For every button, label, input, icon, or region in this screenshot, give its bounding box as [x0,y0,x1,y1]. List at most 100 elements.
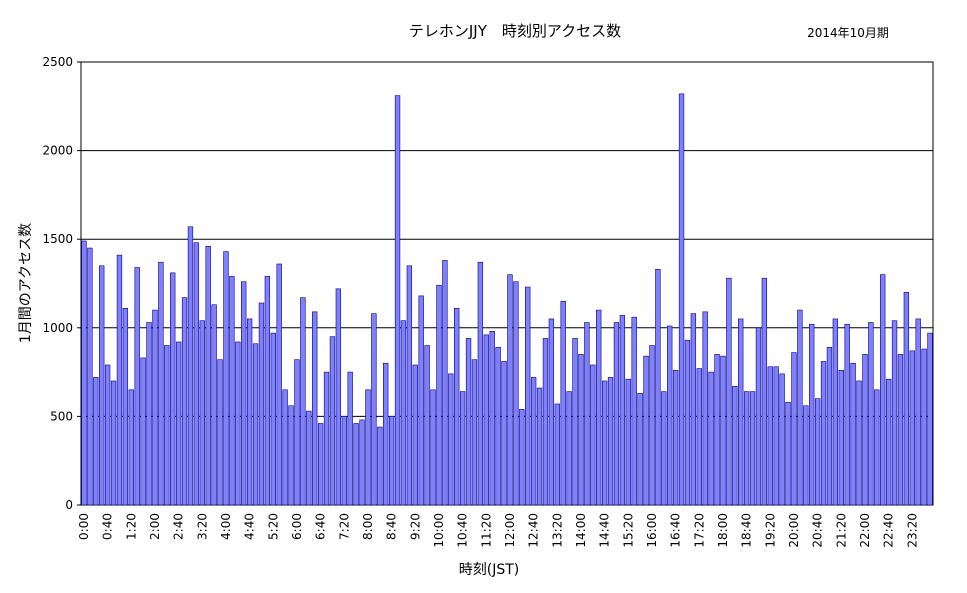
x-tick-label: 6:00 [290,513,304,540]
bar [885,378,892,506]
bar [394,95,401,506]
bar [448,373,454,506]
bar [560,300,566,506]
bar [495,346,501,506]
bar [856,380,862,506]
bar [140,357,146,506]
x-tick-label: 2:40 [172,513,186,540]
bar [678,93,685,506]
x-tick-label: 12:00 [503,513,517,548]
y-tick-label: 0 [65,498,73,512]
bar [536,387,543,506]
bar [122,308,129,506]
bar [554,403,560,506]
x-tick-label: 0:00 [77,513,91,540]
bar [146,322,152,506]
x-tick-label: 19:20 [763,513,777,548]
bar [288,405,294,506]
bar [471,359,478,506]
bar [826,346,833,506]
bar [312,311,318,506]
x-tick-label: 4:00 [219,513,233,540]
bar [891,320,898,506]
bar [513,281,519,506]
bar [424,345,430,506]
bar [87,247,93,506]
bar [749,391,756,506]
x-tick-label: 17:20 [692,513,706,548]
bar [152,309,158,506]
bar [578,354,584,506]
y-tick-label: 1500 [42,232,73,246]
bar [868,322,874,506]
bar [720,355,726,506]
bar [116,254,123,506]
x-tick-label: 11:20 [479,513,493,548]
x-tick-labels: 0:00 0:40 1:20 2:00 2:40 3:20 4:00 4:40 5:20 6:00… [77,513,919,548]
x-tick-label: 7:20 [337,513,351,540]
bar [773,366,779,506]
bar [661,391,667,506]
x-tick-label: 9:20 [408,513,422,540]
bar [714,354,720,506]
bar [519,409,525,506]
bar [838,370,844,506]
x-tick-label: 18:40 [740,513,754,548]
x-tick-label: 2:00 [148,513,162,540]
bar [755,327,762,506]
bar [607,377,614,506]
bar [306,410,312,506]
x-tick-label: 5:20 [266,513,280,540]
bar [726,277,732,506]
bar [93,377,99,506]
bar [566,391,572,506]
bar [596,309,602,506]
bar [874,389,880,506]
bar [282,389,288,506]
bar [483,334,489,506]
bar [347,371,353,506]
x-tick-label: 20:00 [787,513,801,548]
y-tick-label: 1000 [42,321,73,335]
x-tick-label: 23:20 [905,513,919,548]
bar [388,416,395,506]
bar [732,385,738,506]
bar [927,332,933,506]
x-tick-label: 10:40 [456,513,470,548]
bar [584,322,590,506]
bar [643,355,649,506]
bar [406,265,413,506]
x-tick-label: 16:00 [645,513,659,548]
bar [400,320,407,506]
bar [329,336,336,506]
bar [187,226,194,506]
bar [353,423,359,506]
bar [317,423,324,506]
bar [300,297,306,506]
bar [217,359,223,506]
bar [530,377,537,506]
x-tick-label: 14:00 [574,513,588,548]
bar [649,345,655,506]
bar [365,389,371,506]
bar [258,302,265,506]
bar [252,343,259,506]
gridlines [81,150,933,417]
bar [743,391,750,506]
bar [779,373,785,506]
x-tick-label: 3:20 [195,513,209,540]
x-tick-label: 21:20 [834,513,848,548]
bar [921,348,927,506]
bar [832,318,839,506]
bar [850,362,856,506]
bar [264,276,271,506]
x-tick-label: 14:40 [598,513,612,548]
bar [246,318,253,506]
bar [809,323,815,506]
bar [128,389,134,506]
y-tick-label: 500 [50,409,73,423]
bar [175,341,182,506]
x-tick-label: 16:40 [669,513,683,548]
bar [655,269,661,506]
bar [459,391,466,506]
